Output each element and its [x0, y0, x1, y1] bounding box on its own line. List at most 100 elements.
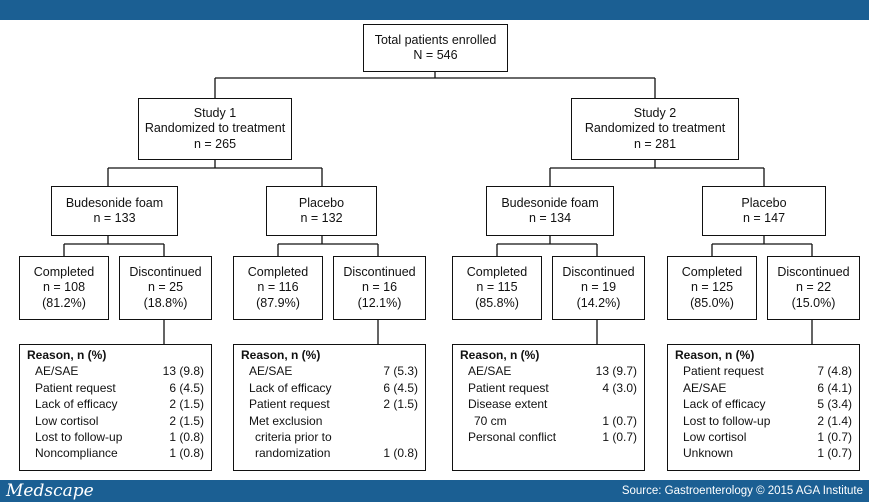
reason-row: Lack of efficacy 2 (1.5) — [27, 396, 204, 412]
completed-count: n = 125 — [690, 280, 734, 295]
reason-value: 1 (0.7) — [817, 446, 852, 461]
s1-budesonide-count: n = 133 — [93, 211, 136, 225]
s2-placebo-label: Placebo — [741, 195, 787, 210]
reason-value: 7 (5.3) — [383, 364, 418, 379]
reason-label: Lack of efficacy — [249, 380, 332, 395]
s2-placebo-box: Placebo n = 147 — [702, 186, 826, 236]
reason-value: 1 (0.7) — [602, 413, 637, 428]
reason-label: Low cortisol — [683, 430, 747, 445]
reason-value: 13 (9.8) — [162, 364, 204, 379]
reason-row: 70 cm 1 (0.7) — [460, 413, 637, 429]
study1-subtitle: Randomized to treatment — [144, 121, 286, 136]
reason-label: Patient request — [683, 364, 764, 379]
s2-bud-completed-box: Completed n = 115 (85.8%) — [452, 256, 542, 320]
s2-placebo-count: n = 147 — [742, 211, 786, 225]
s1-budesonide-reasons-box: Reason, n (%) AE/SAE 13 (9.8) Patient requ… — [19, 344, 212, 471]
top-banner — [0, 0, 869, 20]
reason-row: Lack of efficacy 6 (4.5) — [241, 380, 418, 396]
s2-bud-discontinued-box: Discontinued n = 19 (14.2%) — [552, 256, 645, 320]
completed-percent: (85.0%) — [690, 295, 734, 310]
footer-banner: Medscape Source: Gastroenterology © 2015… — [0, 480, 869, 502]
completed-count: n = 108 — [42, 280, 86, 295]
completed-count: n = 115 — [476, 280, 518, 295]
reasons-title: Reason, n (%) — [460, 348, 540, 362]
reason-row: Lack of efficacy 5 (3.4) — [675, 396, 852, 412]
study2-title: Study 2 — [633, 105, 677, 120]
s2-placebo-reasons-box: Reason, n (%) Patient request 7 (4.8) AE/S… — [667, 344, 860, 471]
s1-bud-completed-box: Completed n = 108 (81.2%) — [19, 256, 109, 320]
reason-label: Noncompliance — [35, 446, 118, 461]
reason-value: 6 (4.5) — [383, 380, 418, 395]
discontinued-label: Discontinued — [343, 264, 416, 279]
reasons-title: Reason, n (%) — [675, 348, 755, 362]
s1-placebo-count: n = 132 — [300, 211, 343, 225]
reason-label: Met exclusion — [249, 413, 323, 428]
s2-budesonide-reasons-box: Reason, n (%) AE/SAE 13 (9.7) Patient requ… — [452, 344, 645, 471]
reason-label: Patient request — [35, 380, 116, 395]
s1-placebo-label: Placebo — [298, 195, 345, 210]
medscape-logo[interactable]: Medscape — [6, 481, 94, 501]
discontinued-count: n = 25 — [147, 280, 184, 295]
s1-bud-discontinued-box: Discontinued n = 25 (18.8%) — [119, 256, 212, 320]
reason-row: Patient request 7 (4.8) — [675, 363, 852, 379]
reason-value: 6 (4.5) — [169, 380, 204, 395]
reason-label: AE/SAE — [683, 380, 727, 395]
discontinued-count: n = 22 — [795, 280, 832, 295]
reason-row: Low cortisol 2 (1.5) — [27, 413, 204, 429]
study1-title: Study 1 — [193, 105, 237, 120]
discontinued-count: n = 16 — [361, 280, 398, 295]
reason-row: Lost to follow-up 2 (1.4) — [675, 413, 852, 429]
reasons-title: Reason, n (%) — [27, 348, 107, 362]
reason-label: randomization — [255, 446, 331, 461]
source-credit: Source: Gastroenterology © 2015 AGA Inst… — [621, 485, 863, 497]
s2-budesonide-label: Budesonide foam — [501, 195, 599, 210]
reason-row: Patient request 6 (4.5) — [27, 380, 204, 396]
reason-row: AE/SAE 7 (5.3) — [241, 363, 418, 379]
reason-value: 1 (0.7) — [602, 430, 637, 445]
reason-label: Patient request — [468, 380, 549, 395]
s1-pla-completed-box: Completed n = 116 (87.9%) — [233, 256, 323, 320]
reason-row: Personal conflict 1 (0.7) — [460, 429, 637, 445]
reason-value: 13 (9.7) — [595, 364, 637, 379]
reason-label: Lack of efficacy — [35, 397, 118, 412]
reason-label: 70 cm — [474, 413, 507, 428]
completed-label: Completed — [247, 264, 309, 279]
study1-box: Study 1 Randomized to treatment n = 265 — [138, 98, 292, 160]
reason-value: 5 (3.4) — [817, 397, 852, 412]
s2-pla-discontinued-box: Discontinued n = 22 (15.0%) — [767, 256, 860, 320]
reason-value: 2 (1.5) — [383, 397, 418, 412]
reason-label: Personal conflict — [468, 430, 557, 445]
reason-value: 6 (4.1) — [817, 380, 852, 395]
reason-value: 1 (0.8) — [169, 430, 204, 445]
s1-placebo-box: Placebo n = 132 — [266, 186, 377, 236]
reason-value: 2 (1.5) — [169, 397, 204, 412]
s2-budesonide-count: n = 134 — [528, 211, 572, 225]
discontinued-label: Discontinued — [129, 264, 202, 279]
reason-value: 1 (0.8) — [169, 446, 204, 461]
discontinued-percent: (12.1%) — [357, 295, 402, 310]
s1-budesonide-label: Budesonide foam — [65, 195, 164, 210]
reason-value: 2 (1.5) — [169, 413, 204, 428]
s1-budesonide-box: Budesonide foam n = 133 — [51, 186, 178, 236]
total-enrolled-count: N = 546 — [413, 48, 458, 62]
total-enrolled-label: Total patients enrolled — [374, 32, 497, 47]
discontinued-percent: (15.0%) — [791, 295, 836, 310]
completed-count: n = 116 — [257, 280, 299, 295]
reason-row: Noncompliance 1 (0.8) — [27, 445, 204, 461]
reason-value: 2 (1.4) — [817, 413, 852, 428]
reason-label: Low cortisol — [35, 413, 99, 428]
discontinued-label: Discontinued — [777, 264, 850, 279]
reason-value: 1 (0.8) — [383, 446, 418, 461]
reason-row: Low cortisol 1 (0.7) — [675, 429, 852, 445]
total-enrolled-box: Total patients enrolled N = 546 — [363, 24, 508, 72]
reason-row: Patient request 4 (3.0) — [460, 380, 637, 396]
s1-placebo-reasons-box: Reason, n (%) AE/SAE 7 (5.3) Lack of effic… — [233, 344, 426, 471]
reason-row: AE/SAE 13 (9.7) — [460, 363, 637, 379]
reason-row: Met exclusion — [241, 413, 418, 429]
reason-label: Disease extent — [468, 397, 548, 412]
reason-label: criteria prior to — [255, 430, 332, 445]
reason-row: AE/SAE 13 (9.8) — [27, 363, 204, 379]
completed-label: Completed — [681, 264, 743, 279]
reason-label: Lack of efficacy — [683, 397, 766, 412]
